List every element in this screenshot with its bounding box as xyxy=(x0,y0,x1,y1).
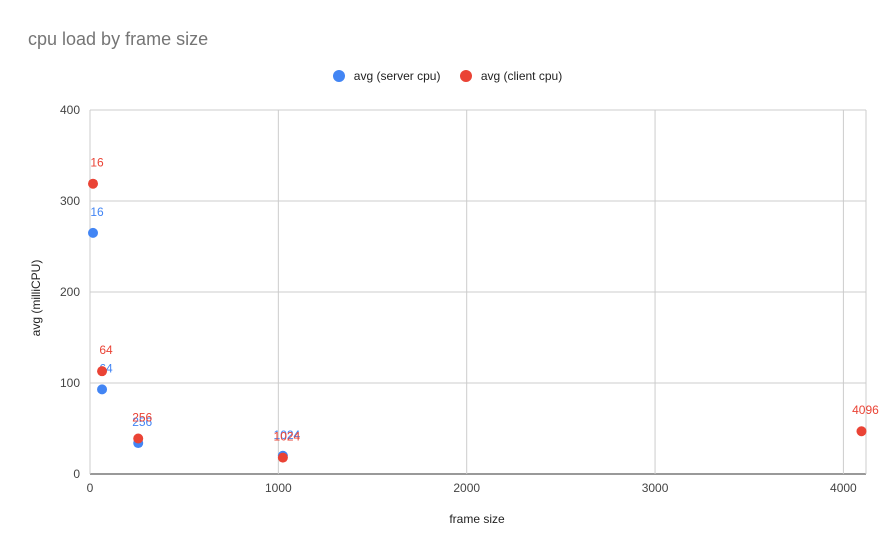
y-tick-label: 400 xyxy=(60,103,80,117)
data-point-server xyxy=(88,227,99,238)
data-point-server xyxy=(97,384,108,395)
data-label-client: 4096 xyxy=(852,403,879,417)
legend-marker-client xyxy=(459,70,472,82)
data-label-server: 16 xyxy=(90,205,104,219)
x-tick-label: 4000 xyxy=(830,481,857,495)
y-tick-label: 100 xyxy=(60,376,80,390)
data-point-client xyxy=(133,433,144,444)
chart-title: cpu load by frame size xyxy=(28,29,209,49)
data-label-server: 1024 xyxy=(274,428,301,442)
y-tick-label: 0 xyxy=(73,467,80,481)
x-axis-label: frame size xyxy=(449,512,505,526)
y-tick-label: 200 xyxy=(60,285,80,299)
data-point-client xyxy=(97,366,108,377)
legend-label-server: avg (server cpu) xyxy=(353,69,441,83)
data-label-client: 64 xyxy=(99,343,113,357)
x-tick-label: 0 xyxy=(87,481,94,495)
data-point-client xyxy=(856,426,867,437)
data-point-client xyxy=(277,452,288,463)
data-label-client: 16 xyxy=(90,156,104,170)
data-label-client: 1024 xyxy=(274,430,301,444)
legend-item-client[interactable]: avg (client cpu) xyxy=(459,69,563,83)
data-label-server: 256 xyxy=(132,415,152,429)
y-tick-label: 300 xyxy=(60,194,80,208)
x-tick-label: 2000 xyxy=(453,481,480,495)
legend-item-server[interactable]: avg (server cpu) xyxy=(332,69,441,83)
legend-label-client: avg (client cpu) xyxy=(480,69,563,83)
x-tick-label: 1000 xyxy=(265,481,292,495)
legend-marker-server xyxy=(332,70,345,82)
data-label-client: 256 xyxy=(132,411,152,425)
data-point-client xyxy=(88,178,99,189)
x-tick-label: 3000 xyxy=(642,481,669,495)
legend: avg (server cpu) avg (client cpu) xyxy=(0,69,895,85)
